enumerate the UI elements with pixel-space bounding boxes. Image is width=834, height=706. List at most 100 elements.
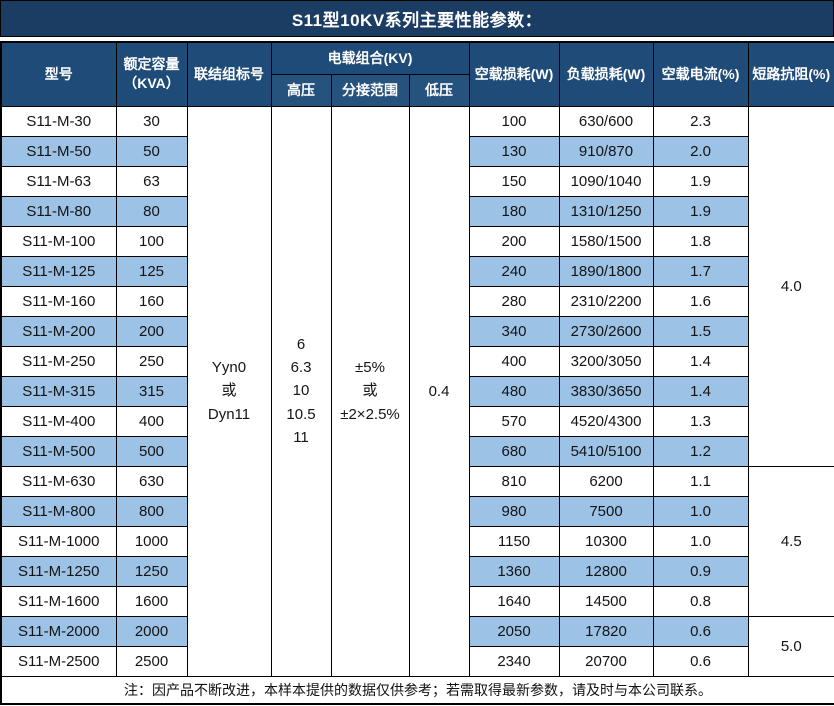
model-cell: S11-M-800 [0, 495, 117, 527]
no-load-current-cell: 1.4 [652, 345, 749, 377]
no-load-current-cell: 1.2 [652, 435, 749, 467]
model-cell: S11-M-50 [0, 135, 117, 167]
no-load-current-cell: 1.6 [652, 285, 749, 317]
col-header-load-combo: 电载组合(KV) [270, 41, 470, 75]
capacity-cell: 80 [115, 195, 188, 227]
col-header-lv: 低压 [408, 73, 470, 107]
table-row: S11-M-2500 2500 2340 20700 0.6 [0, 645, 834, 677]
lv-cell: 0.4 [408, 105, 470, 677]
no-load-loss-cell: 570 [468, 405, 560, 437]
load-loss-cell: 14500 [558, 585, 654, 617]
load-loss-cell: 2310/2200 [558, 285, 654, 317]
load-loss-cell: 2730/2600 [558, 315, 654, 347]
model-cell: S11-M-630 [0, 465, 117, 497]
capacity-cell: 63 [115, 165, 188, 197]
no-load-loss-cell: 240 [468, 255, 560, 287]
no-load-loss-cell: 200 [468, 225, 560, 257]
model-cell: S11-M-80 [0, 195, 117, 227]
col-header-model: 型号 [0, 41, 117, 107]
col-header-impedance: 短路抗阻(%) [747, 41, 834, 107]
no-load-current-cell: 1.7 [652, 255, 749, 287]
no-load-loss-cell: 2340 [468, 645, 560, 677]
no-load-current-cell: 2.0 [652, 135, 749, 167]
no-load-current-cell: 1.0 [652, 495, 749, 527]
load-loss-cell: 4520/4300 [558, 405, 654, 437]
model-cell: S11-M-125 [0, 255, 117, 287]
capacity-cell: 1000 [115, 525, 188, 557]
table-row: S11-M-315 315 480 3830/3650 1.4 [0, 375, 834, 407]
col-header-no-load-current: 空载电流(%) [652, 41, 749, 107]
table-row: S11-M-200 200 340 2730/2600 1.5 [0, 315, 834, 347]
no-load-loss-cell: 1640 [468, 585, 560, 617]
capacity-cell: 2500 [115, 645, 188, 677]
no-load-current-cell: 1.0 [652, 525, 749, 557]
hv-cell: 6 6.3 10 10.5 11 [270, 105, 332, 677]
no-load-current-cell: 0.6 [652, 645, 749, 677]
tap-range-cell: ±5% 或 ±2×2.5% [330, 105, 410, 677]
footnote-text: 注：因产品不断改进，本样本提供的数据仅供参考；若需取得最新参数，请及时与本公司联… [0, 675, 834, 705]
table-row: S11-M-1600 1600 1640 14500 0.8 [0, 585, 834, 617]
no-load-current-cell: 0.9 [652, 555, 749, 587]
load-loss-cell: 1090/1040 [558, 165, 654, 197]
col-header-no-load-loss: 空载损耗(W) [468, 41, 560, 107]
capacity-cell: 1600 [115, 585, 188, 617]
table-row: S11-M-63 63 150 1090/1040 1.9 [0, 165, 834, 197]
model-cell: S11-M-100 [0, 225, 117, 257]
page-title: S11型10KV系列主要性能参数： [0, 0, 834, 37]
model-cell: S11-M-500 [0, 435, 117, 467]
tap-range-line: ±2×2.5% [340, 405, 400, 423]
table-row: S11-M-2000 2000 2050 17820 0.6 5.0 [0, 615, 834, 677]
model-cell: S11-M-160 [0, 285, 117, 317]
table-row: S11-M-100 100 200 1580/1500 1.8 [0, 225, 834, 257]
no-load-current-cell: 1.9 [652, 195, 749, 227]
no-load-loss-cell: 680 [468, 435, 560, 467]
table-row: S11-M-400 400 570 4520/4300 1.3 [0, 405, 834, 437]
hv-value: 11 [293, 428, 309, 446]
model-cell: S11-M-63 [0, 165, 117, 197]
model-cell: S11-M-2500 [0, 645, 117, 677]
capacity-cell: 315 [115, 375, 188, 407]
tap-range-line: ±5% [355, 359, 385, 377]
table-row: S11-M-250 250 400 3200/3050 1.4 [0, 345, 834, 377]
table-row: S11-M-1000 1000 1150 10300 1.0 [0, 525, 834, 557]
capacity-cell: 50 [115, 135, 188, 167]
no-load-current-cell: 2.3 [652, 105, 749, 137]
hv-value: 6 [296, 335, 306, 353]
no-load-loss-cell: 340 [468, 315, 560, 347]
col-header-tap-range: 分接范围 [330, 73, 410, 107]
no-load-current-cell: 1.3 [652, 405, 749, 437]
no-load-loss-cell: 280 [468, 285, 560, 317]
capacity-cell: 500 [115, 435, 188, 467]
model-cell: S11-M-315 [0, 375, 117, 407]
no-load-loss-cell: 1360 [468, 555, 560, 587]
no-load-current-cell: 1.5 [652, 315, 749, 347]
no-load-loss-cell: 980 [468, 495, 560, 527]
model-cell: S11-M-1250 [0, 555, 117, 587]
table-row: S11-M-800 800 980 7500 1.0 [0, 495, 834, 527]
table-row: S11-M-30 30 Yyn0 或 Dyn11 6 6.3 10 10.5 1… [0, 105, 834, 677]
no-load-loss-cell: 180 [468, 195, 560, 227]
capacity-header-line2: （KVA） [123, 75, 180, 92]
col-header-capacity: 额定容量 （KVA） [115, 41, 188, 107]
capacity-cell: 250 [115, 345, 188, 377]
title-separator [0, 37, 834, 41]
table-row: S11-M-125 125 240 1890/1800 1.7 [0, 255, 834, 287]
load-loss-cell: 12800 [558, 555, 654, 587]
no-load-loss-cell: 100 [468, 105, 560, 137]
capacity-cell: 2000 [115, 615, 188, 647]
footnote-row: 注：因产品不断改进，本样本提供的数据仅供参考；若需取得最新参数，请及时与本公司联… [0, 675, 834, 705]
no-load-loss-cell: 810 [468, 465, 560, 497]
capacity-cell: 630 [115, 465, 188, 497]
no-load-loss-cell: 130 [468, 135, 560, 167]
load-loss-cell: 20700 [558, 645, 654, 677]
table-row: S11-M-50 50 130 910/870 2.0 [0, 135, 834, 167]
spec-table: 型号 额定容量 （KVA） 联结组标号 电载组合(KV) 空载损耗(W) 负载损… [0, 41, 834, 705]
hv-value: 10 [292, 382, 310, 400]
load-loss-cell: 3200/3050 [558, 345, 654, 377]
load-loss-cell: 3830/3650 [558, 375, 654, 407]
col-header-load-loss: 负载损耗(W) [558, 41, 654, 107]
model-cell: S11-M-200 [0, 315, 117, 347]
table-body: S11-M-30 30 Yyn0 或 Dyn11 6 6.3 10 10.5 1… [0, 105, 834, 677]
no-load-current-cell: 1.8 [652, 225, 749, 257]
